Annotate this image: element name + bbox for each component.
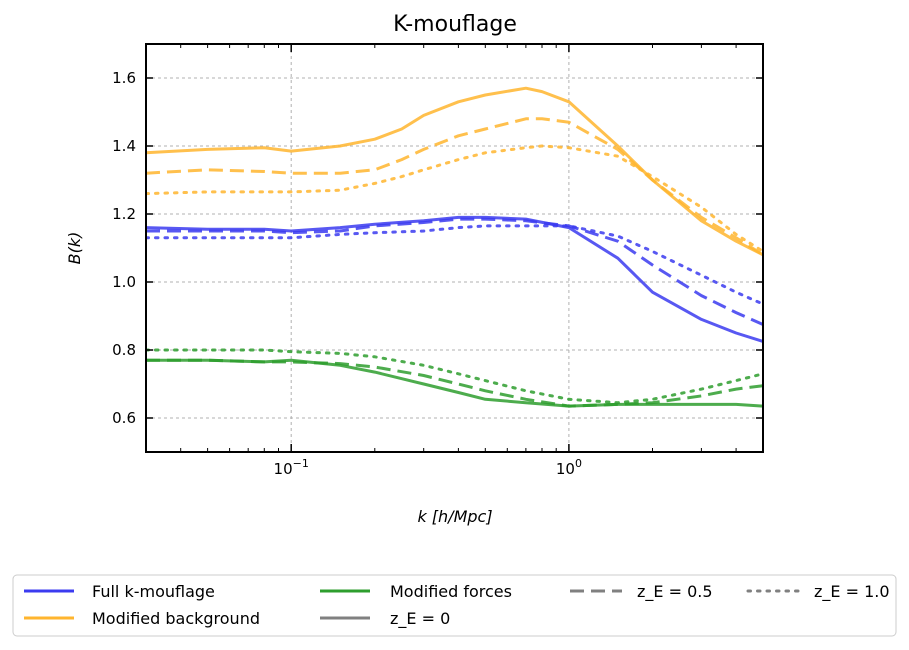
plot-frame: [145, 43, 764, 453]
legend-label-forces: Modified forces: [390, 582, 512, 601]
legend-frame: [12, 574, 897, 637]
y-tick-label: 0.6: [112, 409, 136, 427]
series-line-background-dotted: [146, 144, 763, 253]
y-tick-label: 1.0: [112, 273, 136, 291]
chart-title: K-mouflage: [393, 12, 517, 37]
legend-label-z05: z_E = 0.5: [637, 582, 713, 602]
x-axis-label: k [h/Mpc]: [417, 507, 492, 526]
y-axis-label: B(k): [65, 232, 84, 265]
series-line-background-solid: [146, 86, 763, 257]
axis-ticks: 0.6 0.8 1.0 1.2 1.4 1.6 10−1 100: [112, 44, 764, 478]
legend-label-full: Full k-mouflage: [92, 582, 215, 601]
legend-label-background: Modified background: [92, 609, 260, 628]
y-tick-label: 1.4: [112, 137, 136, 155]
series-line-full-dotted: [146, 224, 763, 306]
x-tick-label: 100: [556, 457, 582, 478]
legend-label-z10: z_E = 1.0: [814, 582, 890, 602]
series-line-background-dashed: [146, 117, 763, 257]
y-tick-label: 1.6: [112, 69, 136, 87]
legend: Full k-mouflage Modified background Modi…: [12, 574, 897, 637]
series-line-forces-dashed: [146, 358, 763, 408]
legend-label-z0: z_E = 0: [390, 609, 450, 629]
grid-lines: [146, 44, 763, 452]
y-tick-label: 1.2: [112, 205, 136, 223]
series-line-forces-dotted: [146, 348, 763, 405]
series-group: [146, 86, 763, 408]
y-tick-label: 0.8: [112, 341, 136, 359]
series-line-full-solid: [146, 215, 763, 343]
series-line-full-dashed: [146, 217, 763, 326]
x-tick-label: 10−1: [274, 457, 309, 478]
